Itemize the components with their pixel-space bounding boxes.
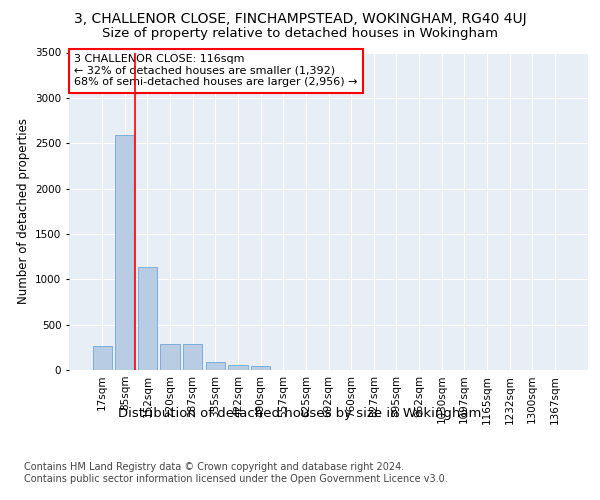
Bar xyxy=(138,268,157,370)
Text: 3 CHALLENOR CLOSE: 116sqm
← 32% of detached houses are smaller (1,392)
68% of se: 3 CHALLENOR CLOSE: 116sqm ← 32% of detac… xyxy=(74,54,358,88)
Text: 3, CHALLENOR CLOSE, FINCHAMPSTEAD, WOKINGHAM, RG40 4UJ: 3, CHALLENOR CLOSE, FINCHAMPSTEAD, WOKIN… xyxy=(74,12,526,26)
Text: Size of property relative to detached houses in Wokingham: Size of property relative to detached ho… xyxy=(102,28,498,40)
Bar xyxy=(206,362,225,370)
Bar xyxy=(92,346,112,370)
Bar xyxy=(115,135,134,370)
Bar xyxy=(160,344,180,370)
Bar xyxy=(229,365,248,370)
Bar xyxy=(183,344,202,370)
Text: Distribution of detached houses by size in Wokingham: Distribution of detached houses by size … xyxy=(118,408,482,420)
Text: Contains HM Land Registry data © Crown copyright and database right 2024.
Contai: Contains HM Land Registry data © Crown c… xyxy=(24,462,448,484)
Bar xyxy=(251,366,270,370)
Y-axis label: Number of detached properties: Number of detached properties xyxy=(17,118,29,304)
